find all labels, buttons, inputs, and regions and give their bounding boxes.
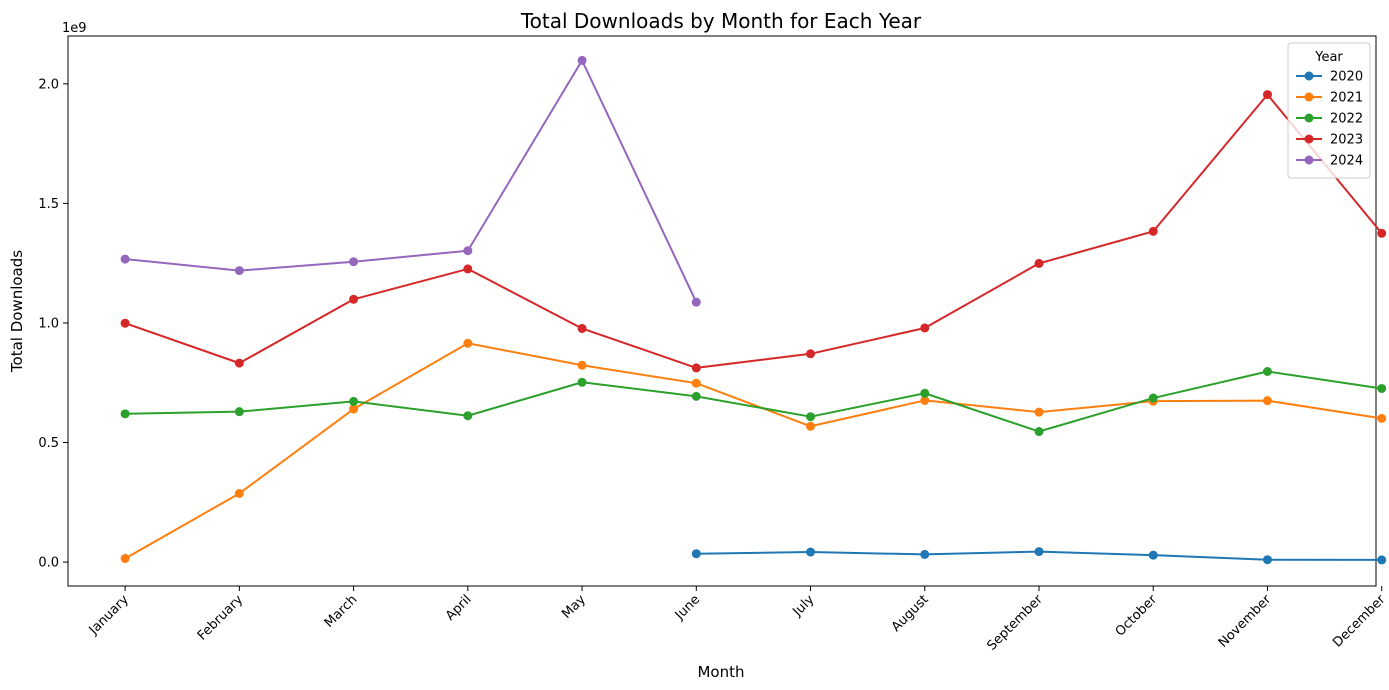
series-2022-point: [463, 411, 473, 421]
series-2022-point: [120, 409, 130, 419]
series-2020-point: [920, 549, 930, 559]
series-2023-point: [577, 323, 587, 333]
series-2022-point: [1262, 367, 1272, 376]
series-2023-point: [806, 349, 816, 359]
legend-entry-label: 2022: [1330, 112, 1363, 127]
series-2024-point: [120, 254, 130, 264]
plot-frame: [67, 35, 1377, 587]
series-2021-point: [1377, 413, 1387, 423]
series-2024-line: [125, 59, 698, 303]
legend-title: Year: [1314, 50, 1343, 65]
series-2022-point: [234, 407, 244, 417]
series-2021-point: [1034, 407, 1044, 417]
y-tick-label: 2.0: [38, 77, 59, 92]
series-2021-point: [120, 554, 130, 563]
series-2020-point: [1262, 555, 1272, 565]
series-2023-point: [234, 358, 244, 368]
series-2023-point: [1148, 226, 1158, 236]
legend-entry-label: 2023: [1330, 133, 1363, 148]
x-axis-label: Month: [697, 663, 744, 681]
series-2021-line: [124, 342, 1382, 560]
series-2021-point: [577, 360, 587, 370]
legend-entry-label: 2021: [1330, 91, 1363, 106]
legend-swatch-marker: [1304, 134, 1314, 144]
series-2024-point: [463, 246, 473, 256]
chart-title: Total Downloads by Month for Each Year: [520, 9, 922, 33]
series-2022-point: [1148, 393, 1158, 403]
series-2024-point: [349, 257, 359, 267]
series-2021-point: [349, 404, 359, 414]
series-2022-point: [577, 377, 587, 387]
series-2020-point: [1034, 547, 1044, 557]
series-2022-point: [691, 391, 701, 401]
series-2022-point: [1377, 383, 1387, 393]
series-2023-point: [1262, 90, 1272, 100]
legend-swatch-marker: [1304, 92, 1314, 102]
series-2023-point: [691, 363, 701, 373]
series-2023-point: [920, 323, 930, 333]
series-2024-point: [234, 266, 244, 276]
y-axis-offset-label: 1e9: [62, 21, 87, 36]
y-axis-label: Total Downloads: [8, 250, 26, 373]
series-2023-line: [124, 93, 1383, 369]
series-2023-point: [463, 264, 473, 274]
series-2020-point: [691, 549, 701, 559]
series-2020-point: [806, 547, 816, 557]
legend-entry-label: 2020: [1330, 70, 1363, 85]
series-2023-point: [120, 318, 130, 328]
series-2021-point: [1262, 396, 1272, 406]
series-2022-line: [125, 370, 1382, 433]
legend-entry-label: 2024: [1330, 154, 1363, 169]
series-2020-point: [1148, 550, 1158, 560]
series-2020-point: [1377, 555, 1387, 565]
legend-swatch-marker: [1304, 155, 1314, 165]
series-2021-point: [920, 395, 930, 405]
y-tick-label: 1.0: [38, 316, 59, 331]
series-2021-point: [691, 378, 701, 388]
legend-swatch-marker: [1304, 113, 1314, 123]
series-2023-point: [349, 294, 359, 304]
series-2022-point: [349, 396, 359, 406]
series-2021-point: [234, 488, 244, 498]
series-2021-point: [463, 338, 473, 348]
series-2022-point: [1034, 427, 1044, 437]
series-2022-point: [920, 388, 930, 398]
series-2023-point: [1034, 258, 1044, 268]
series-2021-point: [806, 421, 816, 431]
series-2024-point: [577, 55, 587, 65]
series-2022-point: [806, 412, 816, 422]
y-tick-label: 0.5: [38, 436, 59, 451]
series-2023-point: [1377, 228, 1387, 238]
series-2024-point: [691, 297, 701, 307]
legend-swatch-marker: [1304, 71, 1314, 81]
y-tick-label: 1.5: [38, 197, 59, 212]
y-tick-label: 0.0: [38, 556, 59, 571]
